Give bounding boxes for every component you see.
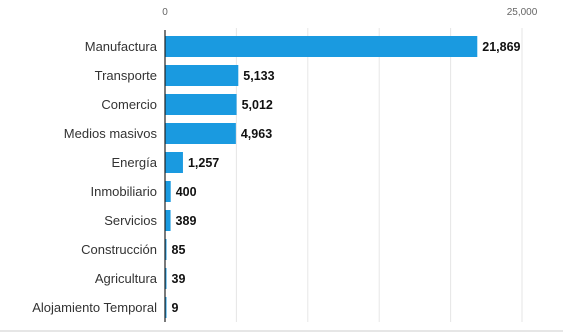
value-label: 1,257 bbox=[188, 156, 219, 170]
value-label: 389 bbox=[176, 214, 197, 228]
bar bbox=[165, 239, 167, 260]
bars bbox=[165, 36, 478, 318]
category-label: Medios masivos bbox=[64, 126, 158, 141]
bar bbox=[165, 297, 167, 318]
grid-lines bbox=[235, 28, 523, 322]
category-label: Inmobiliario bbox=[91, 184, 157, 199]
tick-label: 0 bbox=[162, 7, 168, 18]
category-label: Agricultura bbox=[95, 271, 158, 286]
category-label: Energía bbox=[111, 155, 157, 170]
value-label: 85 bbox=[172, 243, 186, 257]
category-label: Comercio bbox=[101, 97, 157, 112]
bar bbox=[165, 268, 167, 289]
value-label: 5,012 bbox=[242, 98, 273, 112]
bar bbox=[165, 36, 478, 57]
bar bbox=[165, 181, 171, 202]
value-label: 39 bbox=[172, 272, 186, 286]
bar bbox=[165, 65, 239, 86]
value-label: 21,869 bbox=[482, 40, 520, 54]
axis-ticks: 0 25,000 bbox=[162, 7, 538, 18]
category-label: Servicios bbox=[104, 213, 157, 228]
value-label: 5,133 bbox=[243, 69, 274, 83]
tick-label: 25,000 bbox=[507, 7, 538, 18]
bar bbox=[165, 210, 171, 231]
category-label: Transporte bbox=[95, 68, 157, 83]
category-label: Alojamiento Temporal bbox=[32, 300, 157, 315]
value-label: 9 bbox=[172, 301, 179, 315]
value-label: 4,963 bbox=[241, 127, 272, 141]
bar bbox=[165, 94, 237, 115]
bar bbox=[165, 123, 236, 144]
value-label: 400 bbox=[176, 185, 197, 199]
category-labels: Manufactura Transporte Comercio Medios masi… bbox=[32, 39, 158, 315]
category-label: Construcción bbox=[81, 242, 157, 257]
category-label: Manufactura bbox=[85, 39, 158, 54]
value-labels: 21,869 5,133 5,012 4,963 1,257 400 389 85 39 9 bbox=[172, 40, 521, 315]
bar bbox=[165, 152, 183, 173]
